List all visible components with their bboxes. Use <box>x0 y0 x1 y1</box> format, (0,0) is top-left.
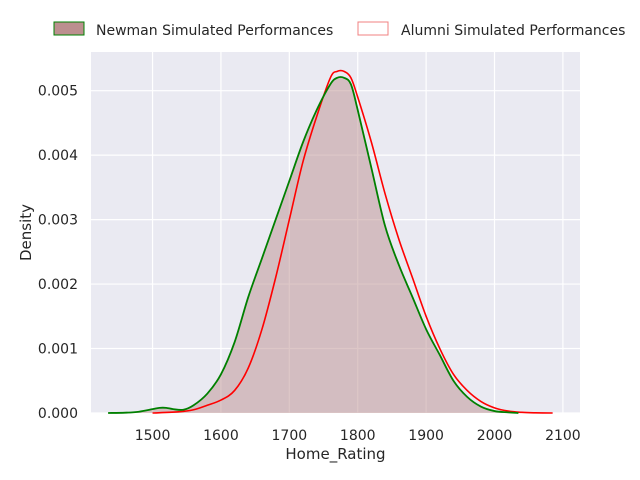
x-tick-label: 1600 <box>203 428 239 444</box>
y-tick-label: 0.003 <box>38 213 78 229</box>
y-tick-label: 0.002 <box>38 277 78 293</box>
y-axis-label: Density <box>17 204 35 261</box>
y-tick-label: 0.000 <box>38 406 78 422</box>
x-tick-label: 2100 <box>545 428 581 444</box>
y-tick-label: 0.004 <box>38 148 78 164</box>
x-tick-label: 1700 <box>272 428 308 444</box>
x-axis-label: Home_Rating <box>285 445 385 464</box>
legend-label-newman: Newman Simulated Performances <box>96 23 333 39</box>
x-tick-label: 1500 <box>135 428 171 444</box>
legend-swatch-newman <box>53 21 85 36</box>
x-tick-label: 1800 <box>340 428 376 444</box>
y-tick-label: 0.001 <box>38 342 78 358</box>
legend-label-alumni: Alumni Simulated Performances <box>401 23 625 39</box>
x-tick-label: 1900 <box>408 428 444 444</box>
newman-density-line <box>108 76 519 414</box>
newman-density-area <box>108 76 519 413</box>
plot-area: 1500 1600 1700 1800 1900 2000 2100 0.000 0.001 0.… <box>38 52 581 444</box>
x-tick-label: 2000 <box>477 428 513 444</box>
y-tick-label: 0.005 <box>38 84 78 100</box>
legend-swatch-alumni <box>357 21 389 36</box>
legend: Newman Simulated Performances Alumni Sim… <box>53 21 625 39</box>
alumni-density-line <box>152 69 553 414</box>
